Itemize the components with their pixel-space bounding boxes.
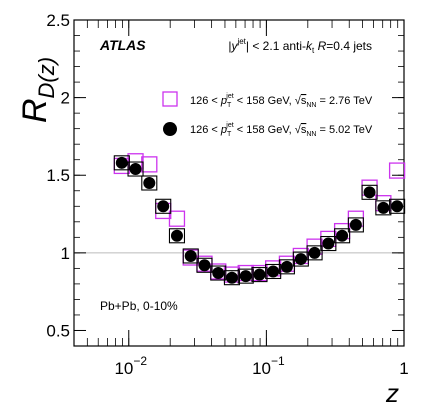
- data-box-5020: [334, 228, 351, 244]
- y-tick-label: 0.5: [46, 321, 70, 340]
- data-box-5020: [320, 235, 337, 252]
- x-tick-label: 1: [399, 359, 408, 378]
- data-box-2760: [168, 210, 186, 227]
- data-box-5020: [265, 263, 282, 280]
- system-label: Pb+Pb, 0-10%: [100, 299, 178, 313]
- axis-ticks: 0.5 1 1.5 2 2.5 10−2 10−1 1: [46, 11, 408, 378]
- data-box-5020: [347, 217, 364, 233]
- data-point-5020: [253, 268, 266, 281]
- legend-marker-5020: [163, 122, 177, 136]
- data-point-5020: [336, 229, 349, 242]
- data-box-5020: [375, 200, 392, 216]
- data-point-5020: [170, 229, 183, 242]
- data-point-5020: [363, 186, 376, 199]
- data-point-5020: [280, 260, 293, 273]
- data-box-5020: [361, 184, 378, 200]
- data-point-5020: [308, 246, 321, 259]
- data-box-5020: [127, 161, 144, 177]
- y-tick-label: 1: [61, 244, 70, 263]
- data-box-5020: [141, 175, 158, 191]
- data-box-5020: [113, 155, 130, 171]
- x-tick-label: 10−2: [114, 354, 147, 378]
- x-axis-label: z: [385, 378, 399, 408]
- data-point-5020: [391, 200, 404, 213]
- data-box-2760: [388, 162, 406, 179]
- legend-label-2760: 126 < pTjet < 158 GeV, √sNN = 2.76 TeV: [190, 93, 373, 109]
- data-point-5020: [157, 200, 170, 213]
- data-point-5020: [322, 237, 335, 250]
- data-box-5020: [155, 198, 172, 214]
- data-box-5020: [278, 259, 295, 275]
- data-box-5020: [306, 245, 323, 261]
- data-point-5020: [143, 177, 156, 189]
- data-point-5020: [115, 156, 128, 169]
- legend-label-5020: 126 < pTjet < 158 GeV, √sNN = 5.02 TeV: [190, 122, 373, 138]
- data-box-5020: [292, 251, 309, 267]
- data-point-5020: [377, 201, 390, 214]
- y-tick-label: 2: [61, 89, 70, 108]
- x-tick-label: 10−1: [252, 354, 285, 378]
- series-5020-gev: [113, 155, 406, 286]
- data-box-5020: [182, 248, 199, 264]
- data-box-5020: [210, 265, 227, 281]
- data-point-5020: [129, 163, 142, 176]
- data-box-5020: [389, 198, 406, 214]
- data-point-5020: [198, 259, 211, 272]
- data-box-5020: [196, 257, 213, 273]
- y-axis-label: RD(z): [16, 57, 59, 123]
- data-point-5020: [267, 265, 280, 278]
- data-box-5020: [168, 228, 186, 244]
- y-tick-label: 2.5: [46, 11, 70, 30]
- data-point-5020: [184, 249, 197, 262]
- experiment-label: ATLAS: [99, 37, 146, 53]
- data-point-5020: [225, 271, 238, 284]
- data-point-5020: [349, 218, 362, 231]
- selection-label: |yjet| < 2.1 anti-kt R=0.4 jets: [228, 37, 372, 55]
- data-box-2760: [141, 156, 158, 173]
- data-point-5020: [239, 270, 252, 283]
- data-box-5020: [237, 268, 254, 284]
- plot-frame: [73, 19, 405, 347]
- data-point-5020: [212, 267, 225, 280]
- y-tick-label: 1.5: [46, 166, 70, 185]
- legend-marker-2760: [162, 91, 178, 107]
- data-box-5020: [251, 267, 268, 283]
- data-point-5020: [294, 253, 307, 266]
- data-box-5020: [223, 270, 240, 286]
- legend: 126 < pTjet < 158 GeV, √sNN = 2.76 TeV 1…: [162, 91, 373, 138]
